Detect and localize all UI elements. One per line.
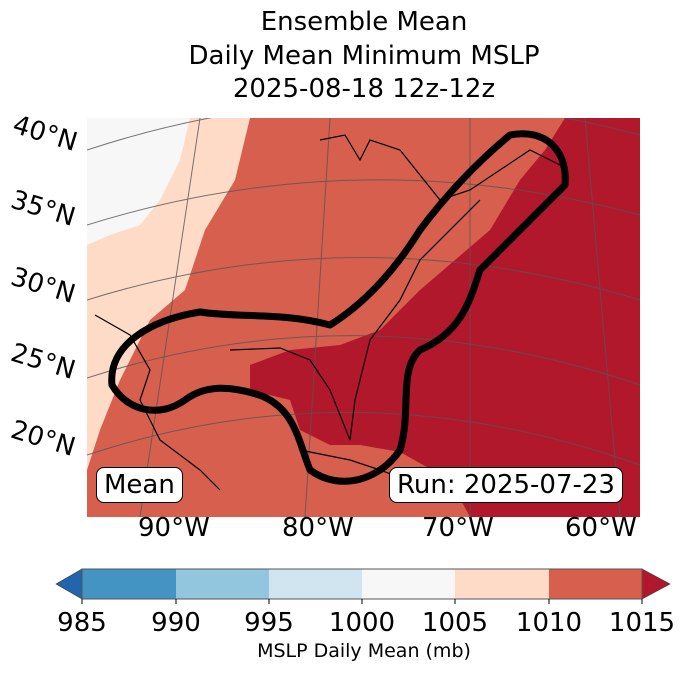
legend-mean: Mean: [96, 467, 183, 503]
lat-label-25: 25°N: [7, 338, 79, 386]
colorbar-tick-1015: 1015: [608, 608, 676, 638]
lon-label-60w: 60°W: [565, 513, 637, 543]
lon-label-80w: 80°W: [282, 513, 354, 543]
colorbar-tick-1005: 1005: [421, 608, 489, 638]
colorbar-under-arrow: [55, 568, 83, 600]
colorbar-tick-985: 985: [57, 608, 107, 638]
title-line-3: 2025-08-18 12z-12z: [232, 74, 496, 104]
lon-label-90w: 90°W: [138, 513, 210, 543]
colorbar-tick-995: 995: [244, 608, 294, 638]
colorbar: [55, 568, 671, 604]
region-above-1010: [250, 118, 640, 517]
title-line-1: Ensemble Mean: [260, 7, 468, 37]
colorbar-bin-1000-1005: [362, 569, 455, 599]
colorbar-tick-1000: 1000: [328, 608, 396, 638]
coastline: [94, 134, 561, 491]
map: [87, 118, 640, 517]
lat-label-20: 20°N: [7, 415, 79, 463]
colorbar-bin-990-995: [176, 569, 269, 599]
graticule: [87, 118, 640, 517]
lat-label-40: 40°N: [9, 110, 81, 158]
lat-label-30: 30°N: [7, 262, 79, 310]
colorbar-over-arrow: [641, 568, 671, 600]
colorbar-bin-1005-1010: [455, 569, 549, 599]
colorbar-bin-1010-1015: [549, 569, 642, 599]
legend-run-date: Run: 2025-07-23: [389, 467, 623, 503]
lon-label-70w: 70°W: [422, 513, 494, 543]
region-below-1000: [87, 118, 190, 245]
colorbar-label: MSLP Daily Mean (mb): [257, 640, 471, 662]
colorbar-bin-985-990: [82, 569, 176, 599]
colorbar-tick-990: 990: [151, 608, 201, 638]
colorbar-tick-1010: 1010: [515, 608, 583, 638]
title-line-2: Daily Mean Minimum MSLP: [188, 41, 540, 71]
contour-line: [108, 130, 569, 485]
lat-label-35: 35°N: [7, 185, 79, 233]
colorbar-bin-995-1000: [269, 569, 362, 599]
